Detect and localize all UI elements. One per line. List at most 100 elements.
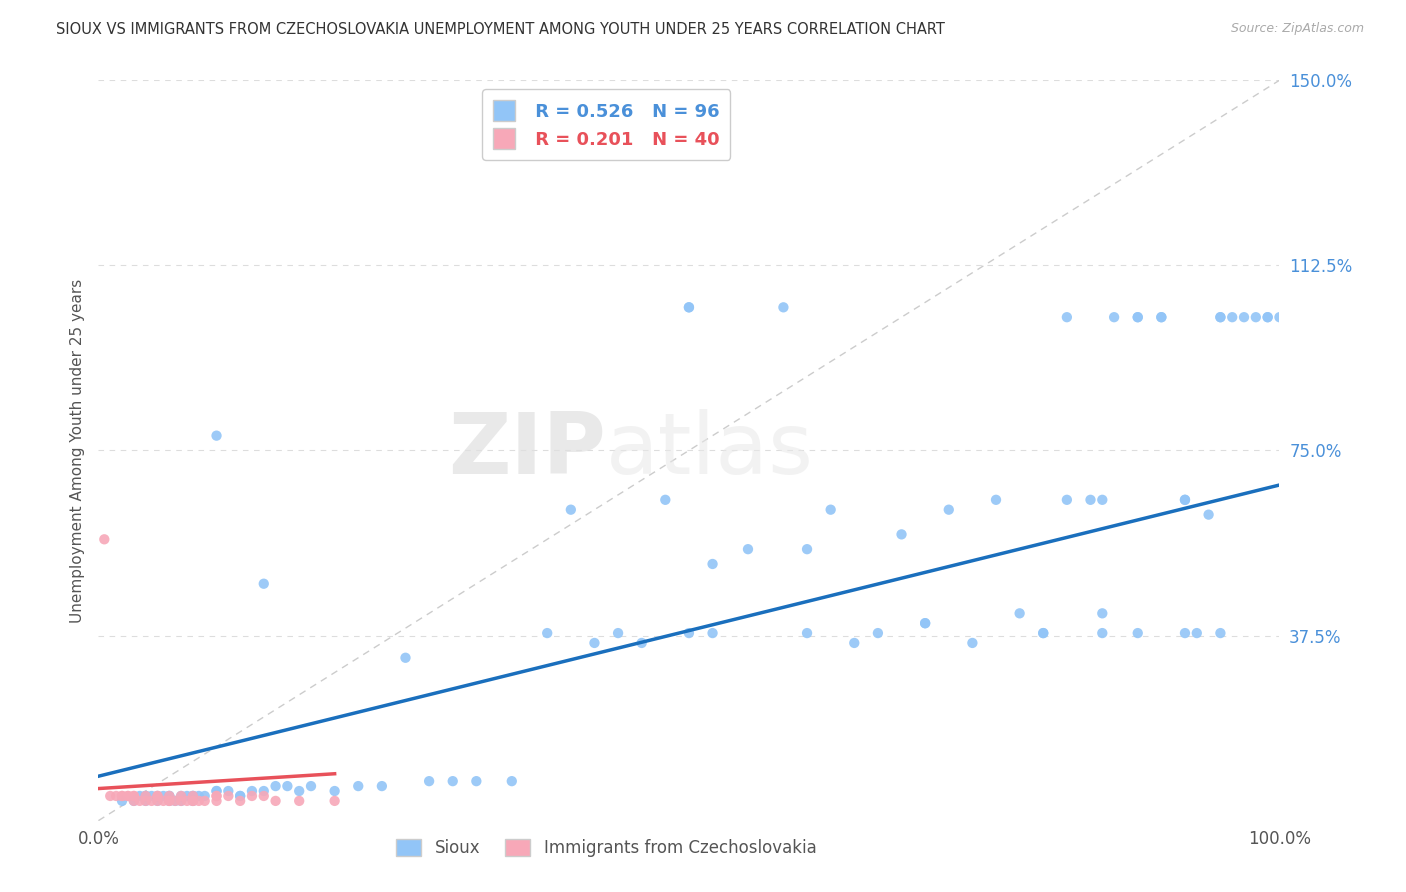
Point	[146, 794, 169, 808]
Point	[181, 794, 204, 808]
Point	[1150, 310, 1173, 325]
Point	[1102, 310, 1125, 325]
Point	[1233, 310, 1256, 325]
Point	[1209, 310, 1232, 325]
Point	[135, 789, 157, 803]
Point	[205, 428, 228, 442]
Point	[962, 636, 984, 650]
Point	[165, 794, 187, 808]
Point	[1126, 310, 1149, 325]
Point	[122, 794, 145, 808]
Point	[170, 794, 193, 808]
Point	[157, 789, 180, 803]
Point	[1080, 492, 1102, 507]
Point	[176, 794, 198, 808]
Point	[122, 789, 145, 803]
Point	[678, 301, 700, 315]
Point	[678, 626, 700, 640]
Point	[1198, 508, 1220, 522]
Point	[141, 794, 163, 808]
Legend: Sioux, Immigrants from Czechoslovakia: Sioux, Immigrants from Czechoslovakia	[389, 832, 823, 864]
Point	[820, 502, 842, 516]
Point	[630, 636, 652, 650]
Point	[205, 789, 228, 803]
Point	[117, 789, 139, 803]
Point	[122, 794, 145, 808]
Point	[772, 301, 794, 315]
Point	[288, 794, 311, 808]
Point	[465, 774, 488, 789]
Point	[141, 789, 163, 803]
Point	[607, 626, 630, 640]
Point	[1209, 310, 1232, 325]
Point	[1209, 626, 1232, 640]
Point	[1244, 310, 1267, 325]
Point	[866, 626, 889, 640]
Point	[98, 789, 121, 803]
Point	[890, 527, 912, 541]
Point	[394, 650, 416, 665]
Point	[240, 789, 263, 803]
Point	[1174, 626, 1197, 640]
Point	[1174, 492, 1197, 507]
Point	[170, 794, 193, 808]
Point	[984, 492, 1007, 507]
Point	[1126, 626, 1149, 640]
Point	[229, 789, 252, 803]
Point	[938, 502, 960, 516]
Point	[796, 542, 818, 557]
Point	[152, 794, 174, 808]
Point	[194, 794, 217, 808]
Point	[93, 533, 115, 547]
Point	[181, 794, 204, 808]
Point	[914, 616, 936, 631]
Point	[135, 794, 157, 808]
Point	[501, 774, 523, 789]
Point	[217, 789, 239, 803]
Point	[1032, 626, 1054, 640]
Point	[122, 789, 145, 803]
Point	[1032, 626, 1054, 640]
Point	[299, 779, 322, 793]
Point	[105, 789, 128, 803]
Point	[229, 794, 252, 808]
Point	[1091, 492, 1114, 507]
Point	[323, 794, 346, 808]
Point	[1008, 607, 1031, 621]
Point	[1091, 626, 1114, 640]
Point	[152, 789, 174, 803]
Point	[165, 794, 187, 808]
Point	[111, 794, 134, 808]
Point	[560, 502, 582, 516]
Point	[135, 789, 157, 803]
Point	[1185, 626, 1208, 640]
Point	[323, 784, 346, 798]
Point	[844, 636, 866, 650]
Point	[347, 779, 370, 793]
Point	[264, 779, 287, 793]
Point	[157, 789, 180, 803]
Point	[181, 789, 204, 803]
Point	[157, 794, 180, 808]
Point	[135, 789, 157, 803]
Point	[654, 492, 676, 507]
Point	[135, 794, 157, 808]
Point	[264, 794, 287, 808]
Point	[181, 789, 204, 803]
Point	[205, 784, 228, 798]
Point	[1056, 310, 1078, 325]
Point	[176, 789, 198, 803]
Y-axis label: Unemployment Among Youth under 25 years: Unemployment Among Youth under 25 years	[69, 278, 84, 623]
Point	[146, 794, 169, 808]
Point	[170, 789, 193, 803]
Point	[583, 636, 606, 650]
Point	[181, 794, 204, 808]
Point	[117, 789, 139, 803]
Point	[1091, 607, 1114, 621]
Point	[217, 784, 239, 798]
Point	[1056, 492, 1078, 507]
Text: atlas: atlas	[606, 409, 814, 492]
Point	[111, 789, 134, 803]
Text: ZIP: ZIP	[449, 409, 606, 492]
Point	[1268, 310, 1291, 325]
